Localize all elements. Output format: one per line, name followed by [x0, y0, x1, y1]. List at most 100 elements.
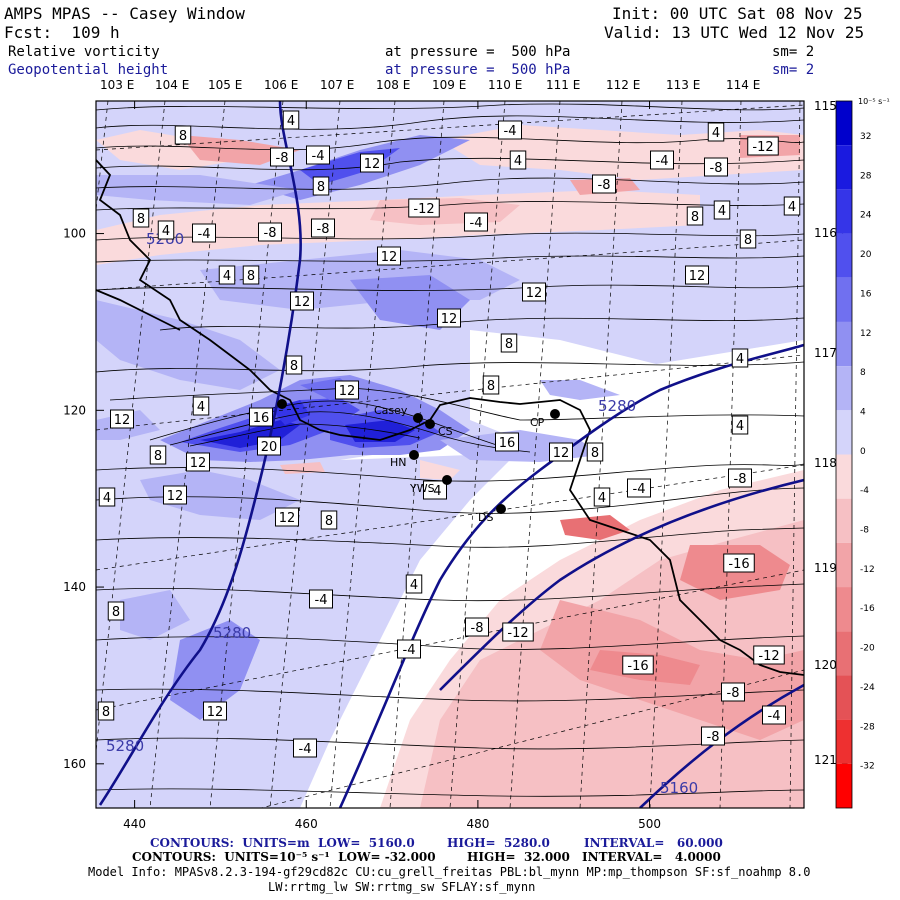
vorticity-label: 8 — [586, 442, 604, 462]
vorticity-label: 4 — [192, 396, 210, 416]
svg-text:-4: -4 — [299, 742, 312, 757]
svg-text:-12: -12 — [507, 626, 528, 641]
vorticity-label: -8 — [701, 726, 725, 746]
vorticity-label: -4 — [306, 145, 330, 165]
colorbar-label: -32 — [860, 762, 875, 772]
svg-text:-4: -4 — [470, 216, 483, 231]
vorticity-label: 12 — [335, 380, 359, 400]
svg-text:-12: -12 — [752, 140, 773, 155]
lon-label: 110 E — [488, 78, 522, 92]
svg-text:16: 16 — [253, 411, 270, 426]
vorticity-contour-labels: 8 4 -4 4 -8 -4 12 4 -4 -8 -12 8 -8 -12 -4 8 4 -4 -8 -8 8 4 4 8 1… — [97, 110, 801, 758]
svg-text:-8: -8 — [727, 686, 740, 701]
x-tick-label: 440 — [123, 817, 146, 831]
vorticity-label: 12 — [290, 291, 314, 311]
vorticity-label: -8 — [465, 617, 489, 637]
svg-text:12: 12 — [364, 157, 381, 172]
colorbar-label: 28 — [860, 171, 872, 181]
colorbar-segment — [836, 763, 852, 808]
svg-text:12: 12 — [689, 269, 706, 284]
init-time: Init: 00 UTC Sat 08 Nov 25 — [612, 4, 863, 23]
svg-text:-16: -16 — [627, 659, 648, 674]
footer-vort-high: HIGH= 32.000 — [467, 850, 570, 864]
vorticity-label: 12 — [275, 507, 299, 527]
vorticity-label: 4 — [509, 150, 527, 170]
vorticity-label: 4 — [98, 487, 116, 507]
colorbar-segment — [836, 675, 852, 720]
forecast-hour: Fcst: 109 h — [4, 23, 120, 42]
colorbar-segment — [836, 587, 852, 632]
y-axis: 100 120 140 160 — [63, 227, 104, 771]
vorticity-label: 12 — [549, 442, 573, 462]
svg-text:12: 12 — [339, 384, 356, 399]
vorticity-label: 8 — [174, 125, 192, 145]
vorticity-label: 4 — [405, 574, 423, 594]
svg-text:4: 4 — [287, 114, 295, 129]
vorticity-label: -4 — [397, 639, 421, 659]
vorticity-label: 12 — [685, 265, 709, 285]
station-marker — [496, 504, 506, 514]
x-axis: 440 460 480 500 — [123, 101, 661, 831]
svg-text:-4: -4 — [403, 643, 416, 658]
svg-text:4: 4 — [410, 578, 418, 593]
vorticity-label: 4 — [157, 220, 175, 240]
svg-text:-4: -4 — [198, 227, 211, 242]
svg-text:12: 12 — [526, 286, 543, 301]
svg-text:8: 8 — [691, 210, 699, 225]
vorticity-label: 4 — [783, 196, 801, 216]
svg-text:4: 4 — [718, 204, 726, 219]
vorticity-label: 12 — [522, 282, 546, 302]
footer-vort-interval: INTERVAL= 4.0000 — [582, 850, 721, 864]
vorticity-label: 12 — [203, 701, 227, 721]
field1-name: Relative vorticity — [8, 44, 160, 60]
svg-text:4: 4 — [598, 491, 606, 506]
vorticity-label: 8 — [97, 701, 115, 721]
coastline — [96, 159, 804, 676]
svg-text:8: 8 — [591, 446, 599, 461]
lon-label: 105 E — [208, 78, 242, 92]
vorticity-label: -4 — [627, 478, 651, 498]
svg-text:-4: -4 — [315, 593, 328, 608]
plot-title: AMPS MPAS -- Casey Window — [4, 4, 245, 23]
station-label-cp: CP — [530, 416, 545, 429]
lon-label: 106 E — [264, 78, 298, 92]
colorbar-label: -16 — [860, 604, 875, 614]
svg-text:12: 12 — [207, 705, 224, 720]
vorticity-label: -8 — [270, 147, 294, 167]
svg-text:-4: -4 — [633, 482, 646, 497]
lon-label: 114 E — [726, 78, 760, 92]
svg-text:-4: -4 — [429, 484, 442, 499]
vorticity-label: 4 — [731, 415, 749, 435]
svg-text:-8: -8 — [734, 472, 747, 487]
vorticity-label: -4 — [423, 480, 447, 500]
vorticity-label: -8 — [258, 222, 282, 242]
field2-level: at pressure = 500 hPa — [385, 62, 571, 78]
colorbar-label: -12 — [860, 565, 875, 575]
svg-text:4: 4 — [103, 491, 111, 506]
colorbar-label: 32 — [860, 132, 871, 142]
colorbar-label: 8 — [860, 368, 866, 378]
x-tick-label: 500 — [638, 817, 661, 831]
station-marker — [277, 399, 287, 409]
svg-text:20: 20 — [261, 440, 278, 455]
colorbar-segment — [836, 366, 852, 411]
plot-frame — [95, 100, 805, 809]
colorbar-label: -28 — [860, 722, 875, 732]
svg-text:-8: -8 — [707, 730, 720, 745]
svg-text:8: 8 — [247, 269, 255, 284]
vorticity-label: -12 — [753, 645, 785, 665]
footer-height-high: HIGH= 5280.0 — [447, 836, 550, 850]
svg-text:-8: -8 — [471, 621, 484, 636]
height-contour-labels: 5280 5280 5280 5280 5160 — [106, 230, 698, 797]
vorticity-label: 16 — [249, 407, 273, 427]
station-label-casey: Casey — [374, 404, 408, 417]
field2-smoothing: sm= 2 — [772, 62, 815, 78]
height-label: 5160 — [660, 779, 698, 797]
svg-text:-8: -8 — [710, 161, 723, 176]
vorticity-label: -4 — [293, 738, 317, 758]
lon-label: 103 E — [100, 78, 134, 92]
lon-label: 113 E — [666, 78, 700, 92]
vorticity-label: -8 — [721, 682, 745, 702]
colorbar-label: 4 — [860, 407, 866, 417]
